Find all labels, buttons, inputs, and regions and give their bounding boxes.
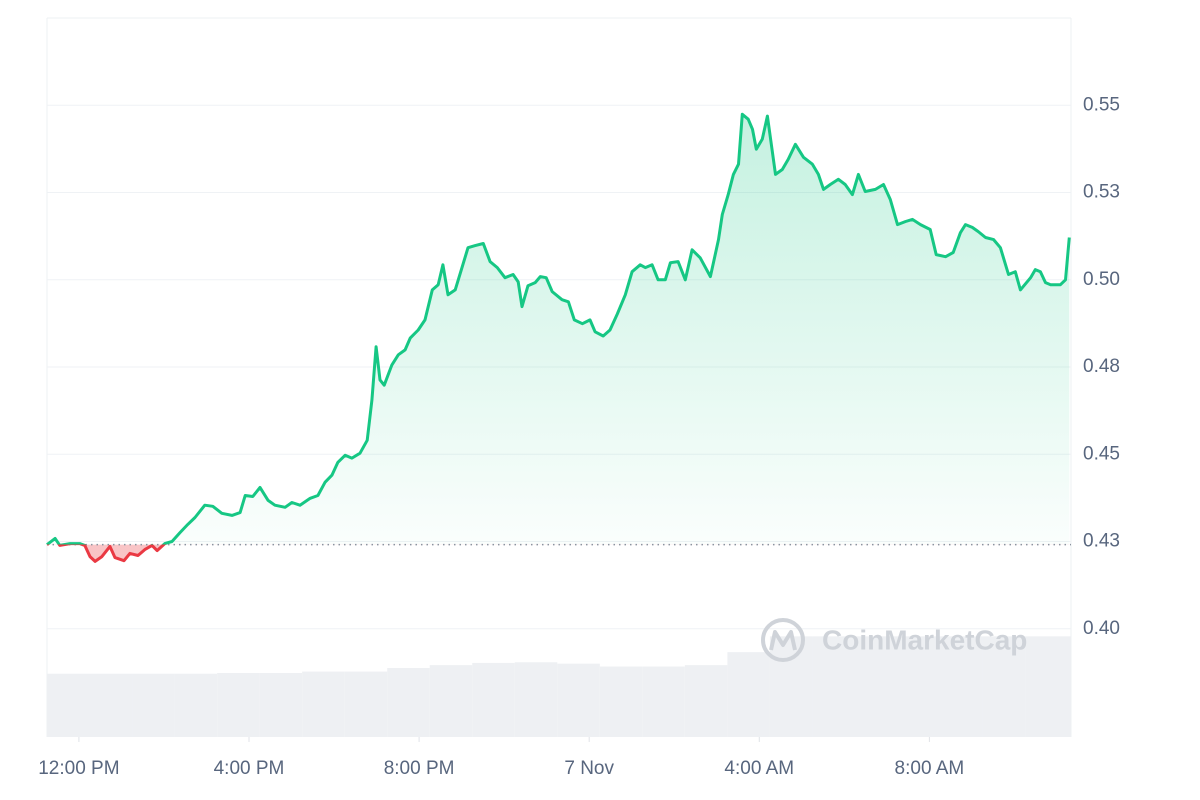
volume-bar <box>727 652 770 737</box>
volume-bar <box>642 666 685 737</box>
price-area <box>47 114 1070 562</box>
volume-bar <box>89 673 133 737</box>
x-tick-label: 8:00 AM <box>895 758 965 779</box>
volume-bar <box>599 666 643 737</box>
y-tick-label: 0.40 <box>1083 618 1120 639</box>
y-tick-label: 0.45 <box>1083 443 1120 464</box>
volume-bar <box>897 636 941 737</box>
volume-bar <box>557 663 600 737</box>
volume-bar <box>387 667 430 737</box>
x-tick-label: 4:00 AM <box>724 758 794 779</box>
volume-bar <box>47 673 90 737</box>
y-tick-label: 0.55 <box>1083 94 1120 115</box>
y-tick-label: 0.48 <box>1083 356 1120 377</box>
volume-bar <box>684 665 728 737</box>
price-line <box>46 112 1071 563</box>
volume-bar <box>1025 636 1071 737</box>
x-tick-label: 7 Nov <box>564 758 614 779</box>
volume-bar <box>344 671 388 737</box>
volume-bar <box>514 662 558 737</box>
volume-bar <box>812 636 855 737</box>
volume-bar <box>472 662 515 737</box>
volume-bar <box>769 636 813 737</box>
volume-bar <box>132 673 175 737</box>
x-tick-label: 12:00 PM <box>38 758 119 779</box>
volume-bar <box>217 673 260 737</box>
watermark-logo <box>761 618 805 662</box>
volume-bar <box>854 636 898 737</box>
y-tick-label: 0.50 <box>1083 269 1120 290</box>
y-tick-label: 0.53 <box>1083 182 1120 203</box>
x-tick-label: 8:00 PM <box>384 758 455 779</box>
volume-bar <box>429 665 473 737</box>
y-tick-label: 0.43 <box>1083 531 1120 552</box>
volume-bar <box>940 636 983 737</box>
watermark: CoinMarketCap <box>822 624 1027 655</box>
volume-bar <box>259 673 303 737</box>
volume-bar <box>982 636 1026 737</box>
volume-bar <box>302 671 345 737</box>
x-tick-label: 4:00 PM <box>214 758 285 779</box>
volume-bar <box>174 673 218 737</box>
